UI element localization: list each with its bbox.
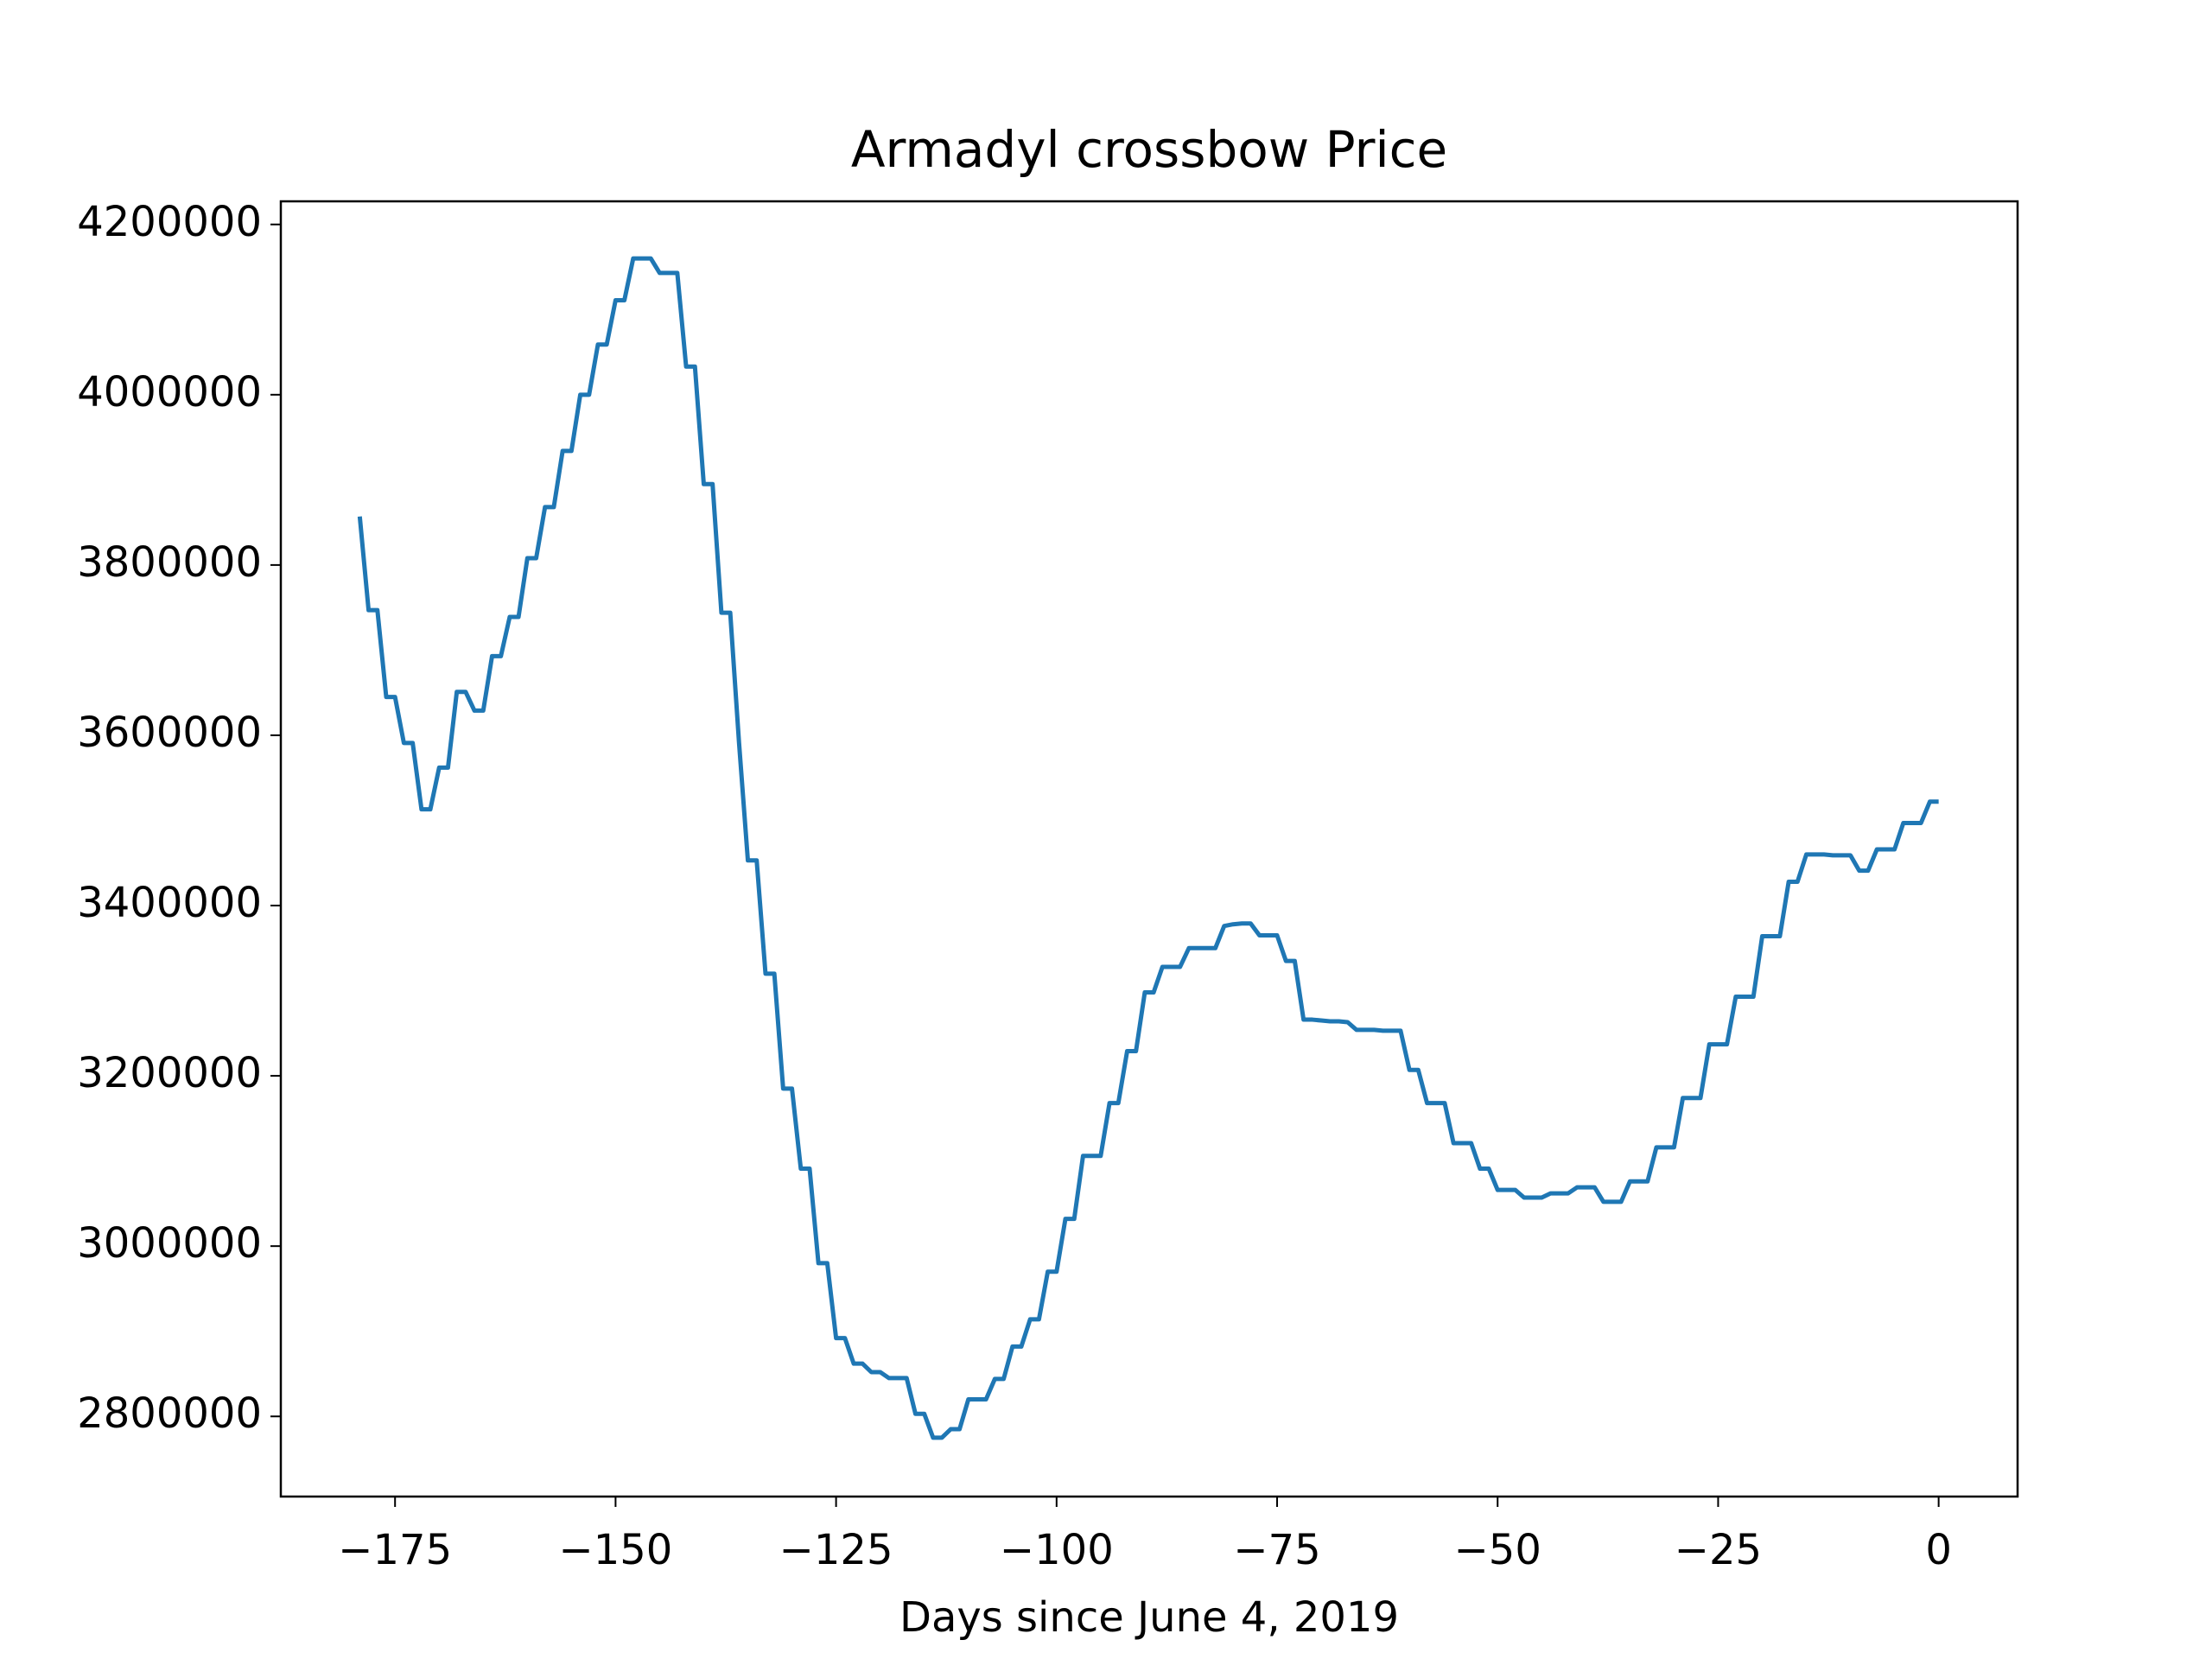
y-tick-label: 3200000 — [77, 1049, 262, 1097]
y-tick-label: 4200000 — [77, 198, 262, 246]
chart-title: Armadyl crossbow Price — [851, 120, 1447, 179]
y-tick-label: 2800000 — [77, 1389, 262, 1438]
x-tick-label: −50 — [1454, 1526, 1541, 1574]
plot-frame — [279, 200, 2019, 1498]
x-tick-label: −25 — [1675, 1526, 1762, 1574]
x-tick-label: −150 — [558, 1526, 672, 1574]
x-tick-label: −125 — [779, 1526, 893, 1574]
y-tick-label: 3800000 — [77, 538, 262, 587]
y-tick-label: 4000000 — [77, 368, 262, 416]
x-tick-label: 0 — [1925, 1526, 1952, 1574]
price-line — [357, 256, 1939, 1440]
y-tick-label: 3000000 — [77, 1219, 262, 1268]
y-tick-label: 3600000 — [77, 709, 262, 757]
x-tick-label: −75 — [1233, 1526, 1320, 1574]
x-tick-label: −100 — [1000, 1526, 1114, 1574]
y-tick-label: 3400000 — [77, 879, 262, 927]
x-tick-label: −175 — [338, 1526, 452, 1574]
x-axis-label: Days since June 4, 2019 — [899, 1593, 1399, 1642]
